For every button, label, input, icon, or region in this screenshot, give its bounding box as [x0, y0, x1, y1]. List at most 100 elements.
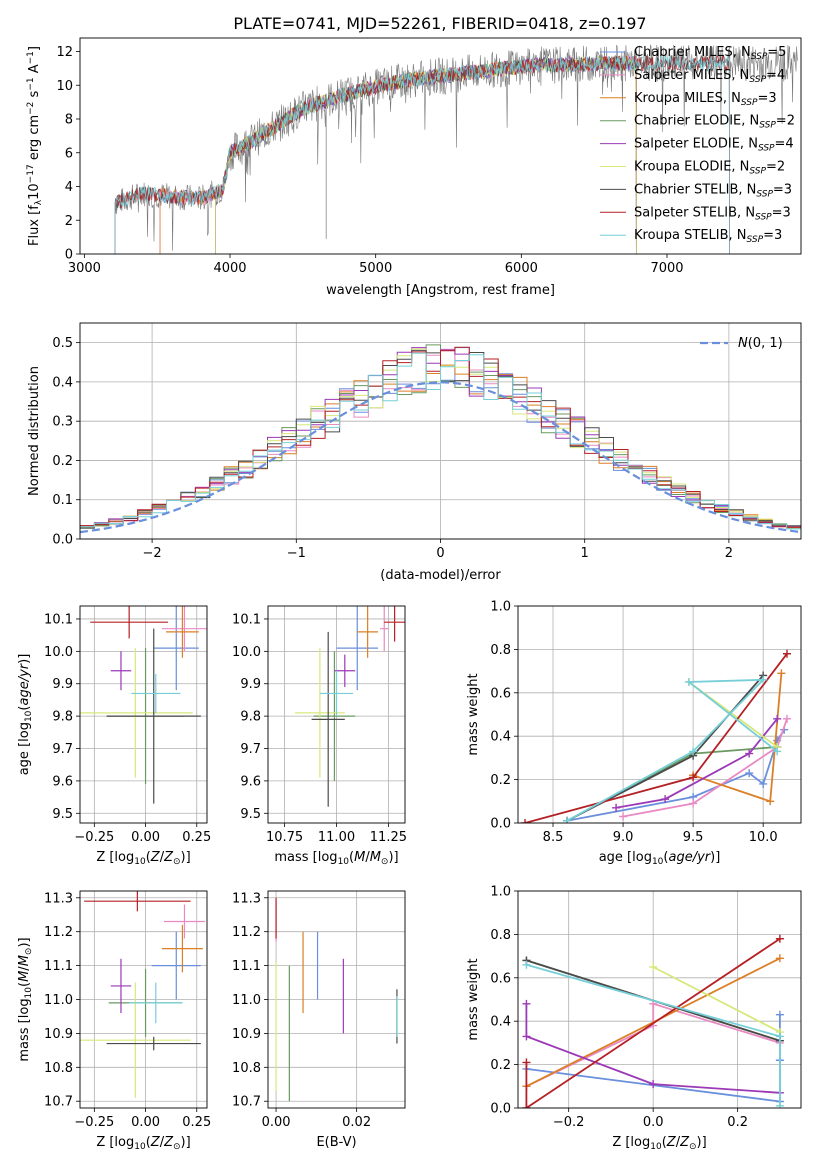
weight-marker-8 — [689, 747, 698, 756]
y-tick-label: 9.5 — [52, 807, 73, 822]
weight-marker-7 — [521, 819, 530, 823]
weight-marker-2 — [775, 954, 784, 963]
y-tick-label: 10.7 — [44, 1095, 73, 1110]
x-tick-label: 9.5 — [683, 830, 704, 845]
x-tick-label: 0.0 — [643, 1115, 664, 1130]
y-tick-label: 11.2 — [44, 925, 73, 940]
x-axis-label: (data-model)/error — [380, 568, 501, 583]
plot-area — [80, 891, 205, 1098]
legend-entry-4: Salpeter ELODIE, NSSP=4 — [634, 137, 794, 154]
y-tick-label: 11.2 — [232, 925, 261, 940]
weight-marker-4 — [649, 1080, 658, 1089]
y-tick-label: 11.3 — [44, 891, 73, 906]
x-tick-label: 8.5 — [543, 830, 564, 845]
x-tick-label: 0.25 — [182, 830, 211, 845]
y-tick-label: 8 — [65, 113, 73, 128]
weight-marker-7 — [782, 649, 791, 658]
legend-entry-5: Kroupa ELODIE, NSSP=2 — [634, 160, 785, 177]
histogram-8 — [80, 352, 801, 539]
y-tick-label: 6 — [65, 146, 73, 161]
x-tick-label: 0.25 — [182, 1115, 211, 1130]
y-tick-label: 9.7 — [52, 742, 73, 757]
x-tick-label: 11.00 — [318, 830, 355, 845]
axes-mass-vs-EBV: 0.00 0.02 10.7 10.8 10.9 11.0 11.1 11.2 11.3 E(B-… — [232, 890, 406, 1150]
x-tick-label: 7000 — [650, 261, 683, 276]
weight-marker-8 — [522, 960, 531, 969]
y-tick-label: 0.3 — [52, 415, 73, 430]
weight-marker-8 — [759, 675, 768, 684]
x-tick-label: 2 — [725, 546, 733, 561]
y-tick-label: 9.6 — [52, 774, 73, 789]
weight-marker-0 — [759, 779, 768, 788]
weight-marker-4 — [522, 1032, 531, 1041]
plot-area — [114, 44, 799, 254]
weight-line-4 — [525, 1003, 780, 1094]
axes-frame — [79, 37, 802, 255]
legend-entry-7: Salpeter STELIB, NSSP=3 — [634, 205, 791, 222]
x-axis-label: Z [log10(Z/Z⊙)] — [612, 1135, 706, 1152]
axes-frame — [517, 605, 802, 824]
y-tick-label: 10.9 — [44, 1027, 73, 1042]
x-tick-label: 0 — [436, 546, 444, 561]
x-tick-label: −0.2 — [553, 1115, 585, 1130]
weight-marker-4 — [745, 749, 754, 758]
y-axis-label: mass weight — [466, 958, 481, 1040]
legend-entry-1: Salpeter MILES, NSSP=4 — [634, 68, 785, 85]
legend: Chabrier MILES, NSSP=5 Salpeter MILES, NS… — [600, 45, 795, 245]
x-tick-label: −2 — [143, 546, 162, 561]
x-tick-label: 0.00 — [262, 1115, 291, 1130]
y-tick-label: 2 — [65, 214, 73, 229]
x-tick-label: 3000 — [68, 261, 101, 276]
y-tick-label: 10.7 — [232, 1095, 261, 1110]
x-tick-label: 4000 — [213, 261, 246, 276]
weight-marker-4 — [773, 714, 782, 723]
plot-area — [80, 344, 801, 539]
x-axis-label: wavelength [Angstrom, rest frame] — [326, 283, 555, 298]
y-tick-label: 0.4 — [490, 1015, 511, 1030]
x-axis-label: Z [log10(Z/Z⊙)] — [96, 1135, 190, 1152]
y-tick-label: 1.0 — [490, 600, 511, 615]
y-tick-label: 0.4 — [490, 730, 511, 745]
y-tick-label: 11.1 — [232, 959, 261, 974]
y-tick-label: 0.8 — [490, 928, 511, 943]
axes-mass-vs-Z: −0.25 0.00 0.25 10.7 10.8 10.9 11.0 11.1 11.2 11.… — [17, 890, 211, 1152]
weight-marker-4 — [612, 803, 621, 812]
weight-marker-1 — [689, 799, 698, 808]
weight-marker-8 — [563, 816, 572, 823]
y-tick-label: 11.0 — [232, 993, 261, 1008]
weight-line-7 — [525, 937, 781, 1108]
y-tick-label: 10.8 — [44, 1061, 73, 1076]
y-tick-label: 10.0 — [44, 645, 73, 660]
plot-area — [294, 606, 405, 807]
histogram-7 — [80, 346, 801, 539]
y-tick-label: 0.2 — [490, 773, 511, 788]
y-tick-label: 10.9 — [232, 1027, 261, 1042]
plot-area — [275, 897, 398, 1102]
y-tick-label: 0.6 — [490, 971, 511, 986]
weight-line-1 — [622, 718, 788, 818]
x-tick-label: −0.25 — [74, 830, 114, 845]
x-tick-label: 0.00 — [131, 830, 160, 845]
y-tick-label: 1.0 — [490, 885, 511, 900]
weight-marker-0 — [745, 769, 754, 778]
model-line-5 — [215, 55, 637, 254]
y-axis-label: Flux [fλ10−17 erg cm−2 s−1 A−1] — [26, 46, 44, 246]
x-axis-label: age [log10(age/yr)] — [599, 850, 721, 867]
weight-marker-7 — [689, 773, 698, 782]
y-tick-label: 0.2 — [490, 1058, 511, 1073]
legend-entry-0: Chabrier MILES, NSSP=5 — [634, 45, 786, 62]
legend-entry-3: Chabrier ELODIE, NSSP=2 — [634, 114, 795, 131]
y-axis-label: Normed distribution — [27, 366, 42, 496]
y-tick-label: 12 — [56, 45, 73, 60]
y-tick-label: 10.1 — [44, 612, 73, 627]
weight-line-1 — [526, 1002, 781, 1088]
weight-marker-5 — [649, 962, 658, 971]
y-tick-label: 0.0 — [490, 817, 511, 832]
x-tick-label: 10.0 — [749, 830, 778, 845]
weight-marker-8 — [773, 747, 782, 756]
weight-marker-2 — [777, 669, 786, 678]
x-tick-label: 1 — [581, 546, 589, 561]
plot-area — [521, 649, 791, 823]
weight-marker-0 — [775, 1010, 784, 1019]
